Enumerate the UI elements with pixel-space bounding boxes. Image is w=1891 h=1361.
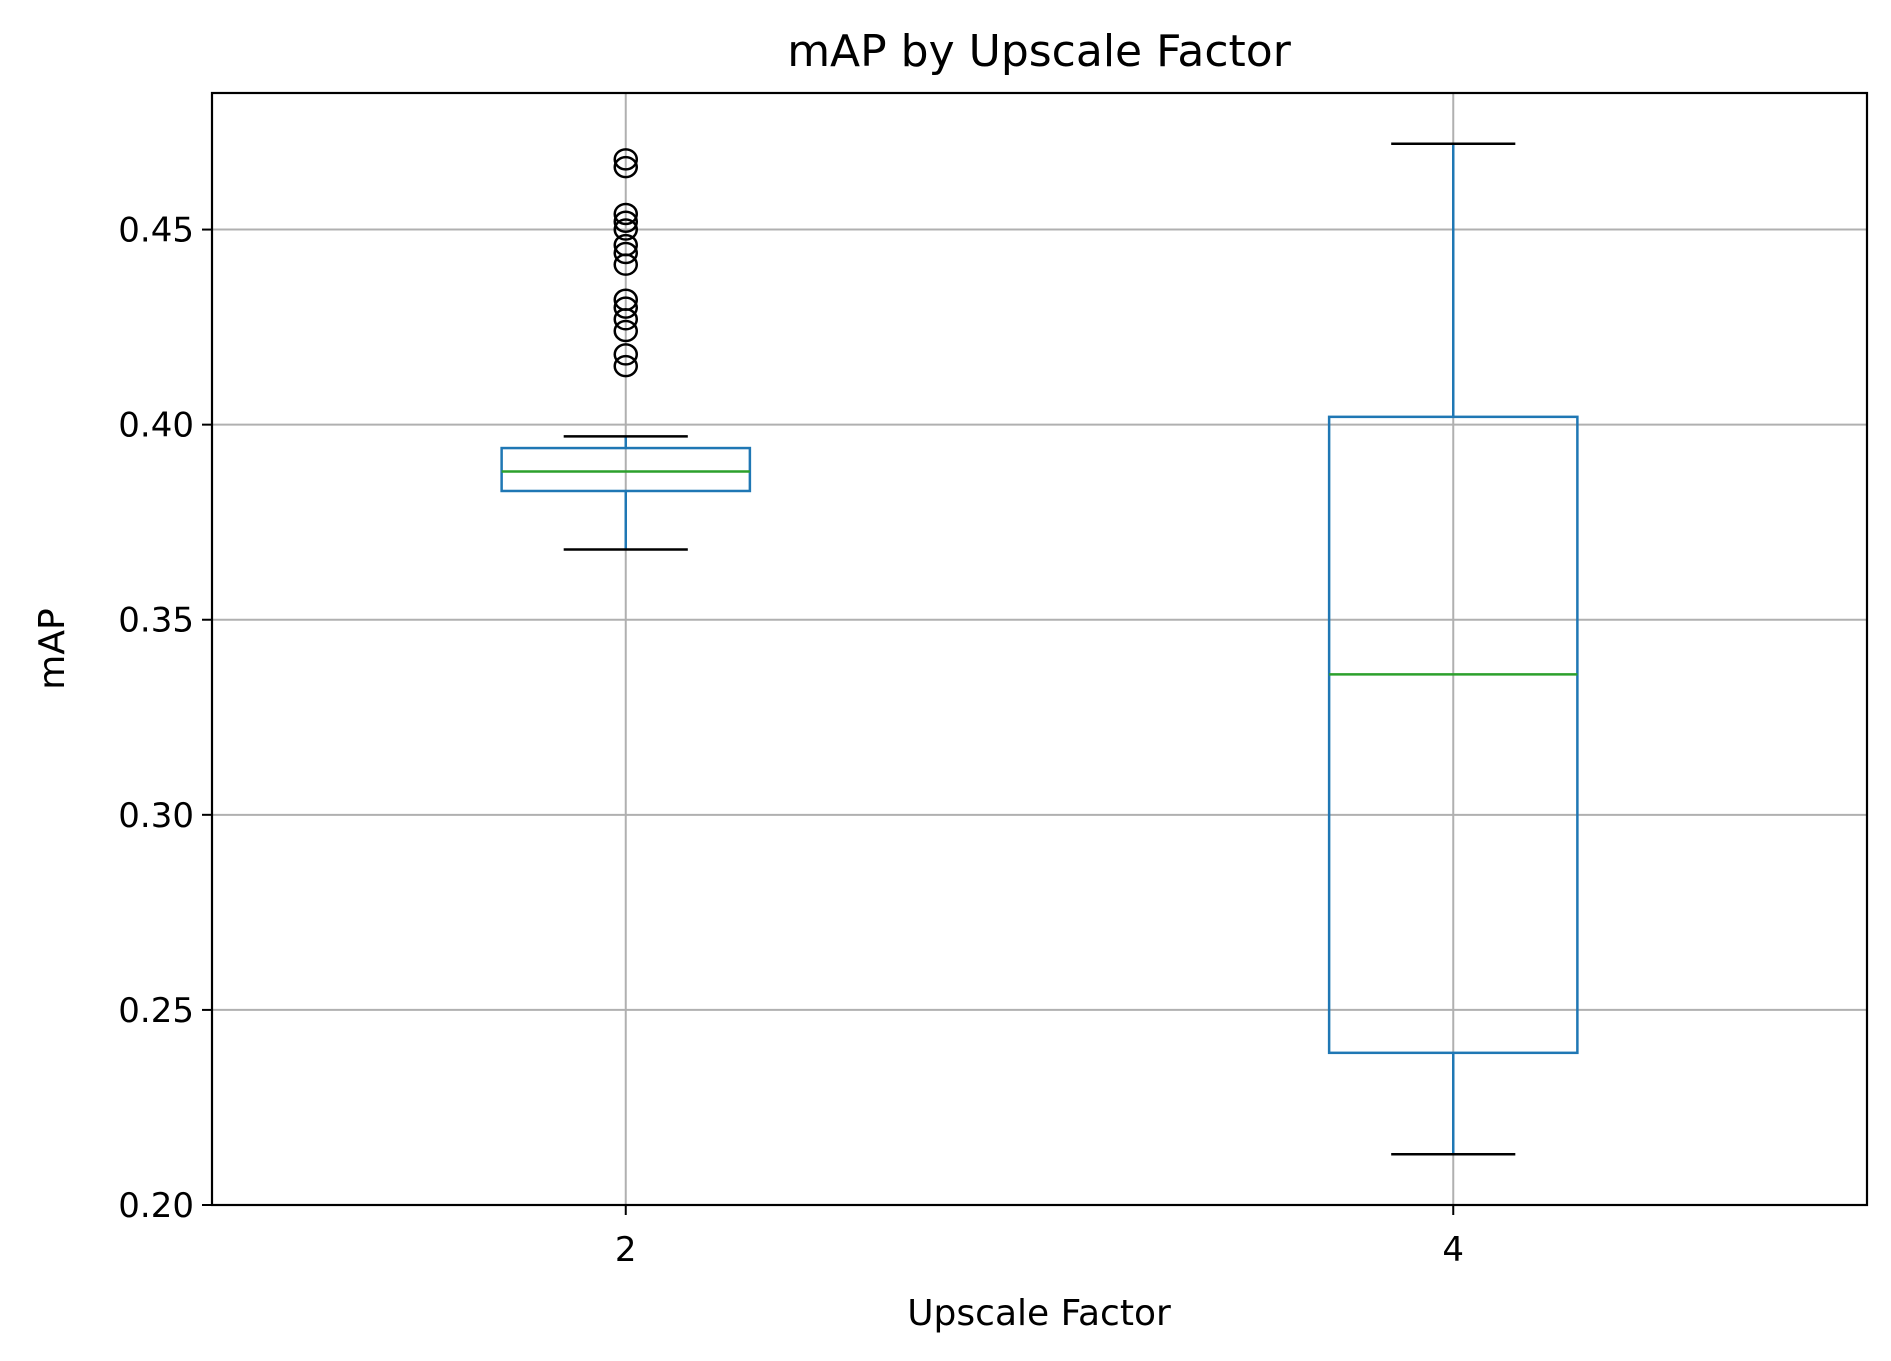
box-group-2	[500, 148, 752, 551]
y-tick-label: 0.35	[118, 601, 194, 641]
boxes	[500, 142, 1579, 1156]
y-tick-label: 0.45	[118, 211, 194, 251]
y-axis-label: mAP	[32, 608, 73, 689]
outlier-point	[613, 155, 638, 179]
outlier-point	[613, 202, 638, 226]
plot-frame	[210, 91, 1869, 1207]
outlier-point	[613, 354, 638, 378]
x-axis-label: Upscale Factor	[907, 1293, 1171, 1334]
chart-title: mAP by Upscale Factor	[787, 26, 1292, 77]
outlier-point	[613, 288, 638, 312]
outlier-point	[613, 148, 638, 171]
outlier-point	[613, 296, 638, 319]
iqr-box	[1327, 415, 1579, 1055]
x-tick-label: 2	[615, 1230, 637, 1270]
axes: 0.20 0.25 0.30 0.35 0.40 0.45 2 4	[118, 211, 1464, 1270]
outlier-point	[613, 233, 638, 257]
outlier-point	[613, 218, 638, 241]
y-tick-label: 0.20	[118, 1186, 194, 1226]
y-tick-label: 0.25	[118, 991, 194, 1031]
y-tick-label: 0.30	[118, 796, 194, 836]
outlier-point	[613, 210, 638, 234]
outlier-point	[613, 343, 638, 366]
x-tick-label: 4	[1442, 1230, 1464, 1270]
y-tick-label: 0.40	[118, 406, 194, 446]
outlier-point	[613, 319, 638, 343]
grid	[212, 93, 1867, 1206]
iqr-box	[500, 446, 752, 493]
outlier-point	[613, 241, 638, 265]
box-group-4	[1327, 142, 1579, 1156]
